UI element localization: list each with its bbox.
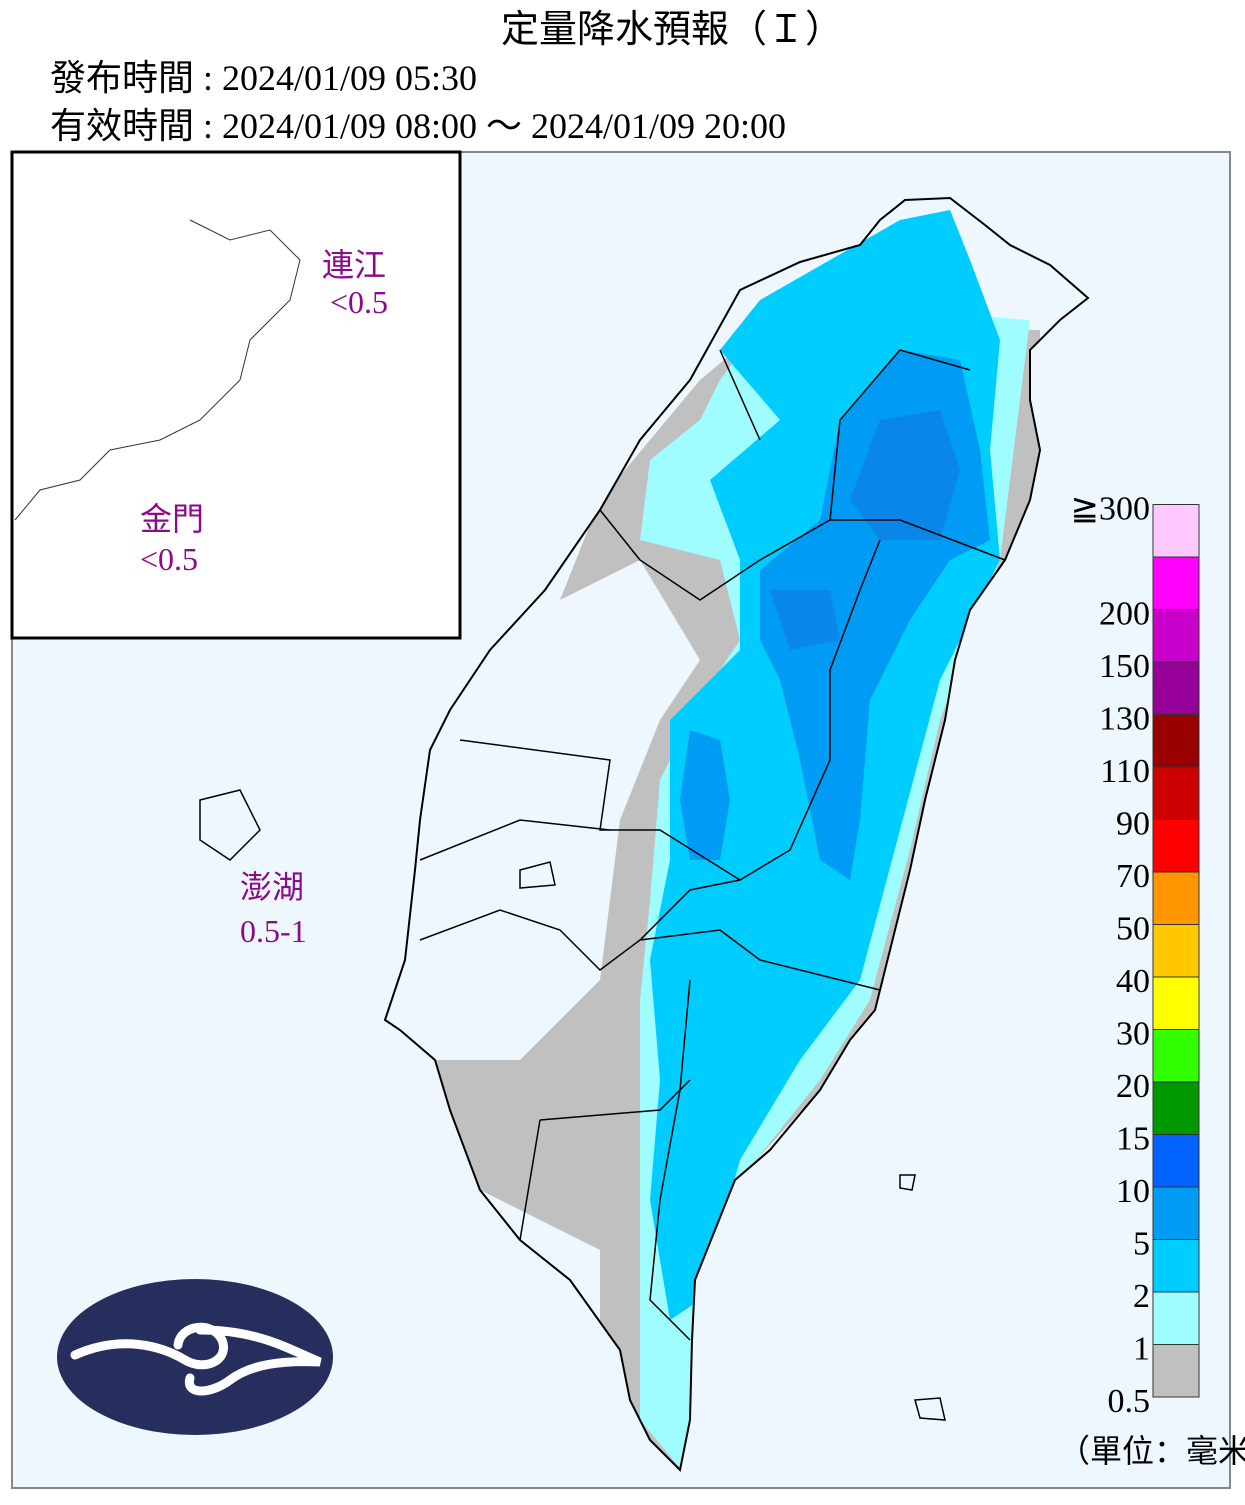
legend-label: 130 [1099,701,1150,738]
legend: 0.5 1 2 5 10 15 20 30 40 50 70 90 110 130 150 200 ≧300 [1071,491,1200,1420]
legend-swatch [1152,504,1200,558]
region-name: 澎湖 [240,869,304,905]
legend-swatch [1152,1344,1200,1398]
inset-coast [14,219,301,521]
legend-label: ≧300 [1071,491,1151,528]
legend-label: 40 [1116,963,1150,1000]
legend-swatch [1152,1186,1200,1240]
legend-swatch [1152,924,1200,978]
region-value: <0.5 [330,284,388,320]
legend-label: 70 [1116,858,1150,895]
legend-label: 1 [1133,1331,1150,1368]
issue-time: 發布時間 : 2024/01/09 05:30 [50,58,477,98]
legend-swatch [1152,1239,1200,1293]
legend-label: 200 [1099,596,1150,633]
legend-swatch [1152,661,1200,715]
legend-label: 90 [1116,806,1150,843]
taiwan-outline [383,196,1090,1473]
logo [57,1279,333,1435]
legend-swatch [1152,1029,1200,1083]
region-name: 連江 [322,247,386,283]
legend-label: 110 [1100,753,1150,790]
legend-swatch [1152,609,1200,663]
legend-swatch [1152,1081,1200,1135]
legend-label: 30 [1116,1016,1150,1053]
legend-swatch [1152,871,1200,925]
legend-label: 15 [1116,1121,1150,1158]
legend-swatch [1152,1134,1200,1188]
legend-label: 0.5 [1108,1383,1151,1420]
region-name: 金門 [140,501,204,537]
valid-time: 有效時間 : 2024/01/09 08:00 ～ 2024/01/09 20:… [50,106,786,146]
title: 定量降水預報（Ｉ） [501,9,843,51]
county-borders [419,349,1006,1341]
islands [199,789,946,1421]
inset-box [10,150,462,640]
legend-swatch [1152,1291,1200,1345]
legend-swatch [1152,819,1200,873]
legend-label: 50 [1116,911,1150,948]
legend-label: 150 [1099,648,1150,685]
legend-label: 2 [1133,1278,1150,1315]
region-value: <0.5 [140,541,198,577]
legend-swatch [1152,766,1200,820]
legend-swatch [1152,976,1200,1030]
unit-label: （單位：毫米） [1058,1433,1245,1469]
legend-swatch [1152,714,1200,768]
region-value: 0.5-1 [240,913,307,949]
legend-label: 20 [1116,1068,1150,1105]
legend-label: 5 [1133,1226,1150,1263]
legend-label: 10 [1116,1173,1150,1210]
legend-swatch [1152,556,1200,610]
